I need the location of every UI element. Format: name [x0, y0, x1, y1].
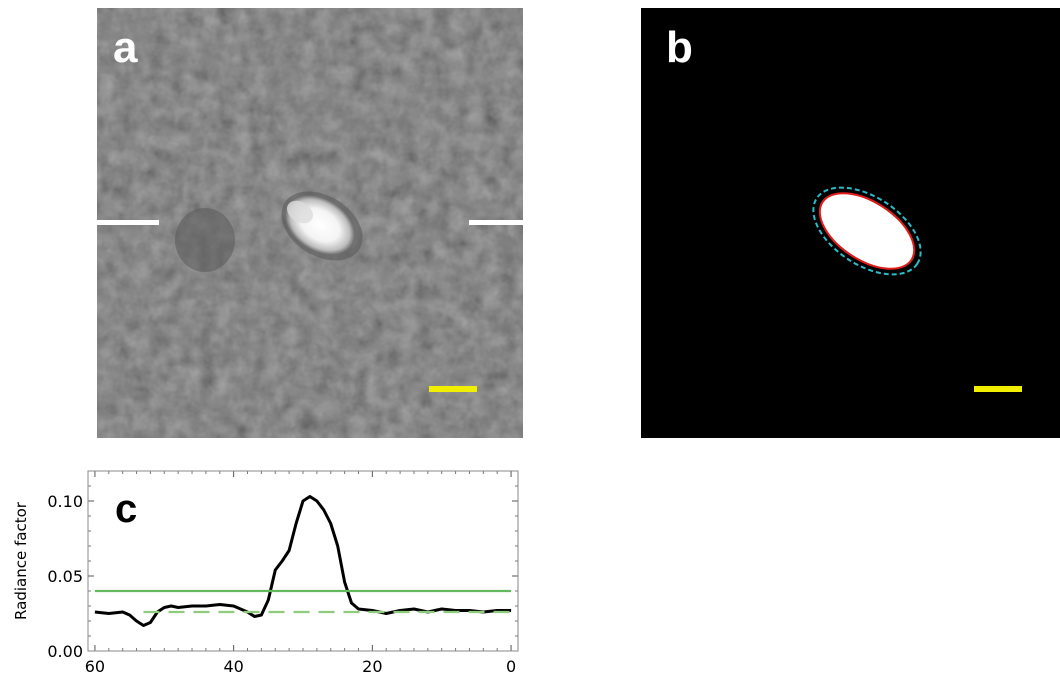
panel-b-label: b — [666, 23, 693, 72]
y-tick-label: 0.05 — [47, 567, 83, 586]
y-tick-label: 0.10 — [47, 492, 83, 511]
panel-a-label: a — [113, 23, 138, 72]
chart-series-group — [94, 495, 512, 627]
chart-series-line-1 — [94, 495, 512, 627]
panel-b-outer-ellipse — [812, 186, 922, 276]
panel-a-left-marker — [97, 220, 159, 225]
chart-y-axis-label: Radiance factor — [12, 501, 30, 620]
chart-tick-labels: 60 40 20 0 0.00 0.05 0.10 — [47, 492, 516, 676]
panel-a-feature-rim — [286, 200, 314, 224]
x-tick-label: 60 — [85, 657, 105, 673]
panel-b: b — [641, 8, 1060, 438]
panel-b-inner-ellipse — [818, 192, 916, 270]
x-tick-label: 20 — [362, 657, 382, 673]
chart-frame — [87, 470, 519, 652]
panel-b-scale-bar — [974, 386, 1022, 392]
panel-c-chart: 60 40 20 0 0.00 0.05 0.10 c Radiance factor — [12, 470, 519, 676]
panel-c-label: c — [115, 487, 137, 531]
panel-a-right-marker — [469, 220, 523, 225]
x-tick-label: 40 — [223, 657, 243, 673]
chart-ticks — [88, 471, 518, 652]
x-tick-label: 0 — [506, 657, 516, 673]
panel-a-shadow-patch — [175, 208, 235, 272]
panel-a-scale-bar — [429, 386, 477, 392]
panel-b-mask-region — [819, 193, 915, 269]
y-tick-label: 0.00 — [47, 642, 83, 661]
panel-a: a — [97, 8, 523, 438]
